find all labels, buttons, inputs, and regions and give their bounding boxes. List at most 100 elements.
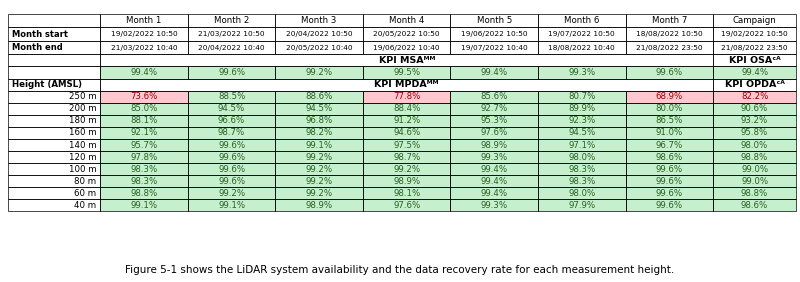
Bar: [450, 187, 538, 199]
Text: 19/06/2022 10:50: 19/06/2022 10:50: [461, 31, 527, 37]
Text: 94.5%: 94.5%: [306, 104, 333, 113]
Text: 80 m: 80 m: [74, 177, 97, 186]
Bar: [8, 66, 100, 79]
Bar: [188, 199, 275, 212]
Bar: [538, 151, 626, 163]
Bar: [713, 41, 796, 54]
Text: 19/07/2022 10:50: 19/07/2022 10:50: [549, 31, 615, 37]
Bar: [188, 175, 275, 187]
Bar: [100, 163, 188, 175]
Text: 99.1%: 99.1%: [306, 140, 333, 149]
Text: KPI MSAᴹᴹ: KPI MSAᴹᴹ: [378, 56, 435, 65]
Bar: [538, 151, 626, 163]
Text: Month 1: Month 1: [126, 16, 162, 25]
Bar: [538, 163, 626, 175]
Bar: [450, 151, 538, 163]
Bar: [275, 41, 363, 54]
Text: 97.6%: 97.6%: [481, 129, 508, 137]
Text: Month 6: Month 6: [564, 16, 599, 25]
Bar: [188, 139, 275, 151]
Bar: [713, 151, 796, 163]
Text: 99.2%: 99.2%: [306, 153, 333, 162]
Bar: [713, 175, 796, 187]
Bar: [275, 127, 363, 139]
Bar: [100, 66, 188, 79]
Text: 98.8%: 98.8%: [741, 189, 768, 198]
Bar: [8, 115, 100, 127]
Bar: [188, 199, 275, 212]
Bar: [626, 127, 713, 139]
Bar: [538, 175, 626, 187]
Bar: [713, 127, 796, 139]
Text: Month 2: Month 2: [214, 16, 250, 25]
Bar: [450, 175, 538, 187]
Bar: [8, 27, 100, 41]
Bar: [626, 103, 713, 115]
Bar: [450, 66, 538, 79]
Bar: [188, 115, 275, 127]
Bar: [188, 175, 275, 187]
Bar: [188, 139, 275, 151]
Text: 93.2%: 93.2%: [741, 116, 768, 125]
Bar: [275, 27, 363, 41]
Bar: [8, 187, 100, 199]
Text: 98.9%: 98.9%: [393, 177, 420, 186]
Bar: [188, 14, 275, 27]
Text: 99.4%: 99.4%: [481, 177, 508, 186]
Text: 99.2%: 99.2%: [306, 68, 333, 77]
Bar: [363, 151, 450, 163]
Text: 99.6%: 99.6%: [218, 177, 245, 186]
Text: 99.2%: 99.2%: [306, 165, 333, 174]
Bar: [100, 115, 188, 127]
Bar: [713, 187, 796, 199]
Bar: [363, 14, 450, 27]
Bar: [713, 103, 796, 115]
Text: 18/08/2022 10:40: 18/08/2022 10:40: [549, 45, 615, 50]
Bar: [450, 91, 538, 103]
Text: 20/05/2022 10:50: 20/05/2022 10:50: [374, 31, 440, 37]
Bar: [188, 187, 275, 199]
Text: 99.2%: 99.2%: [218, 189, 245, 198]
Bar: [188, 163, 275, 175]
Bar: [538, 139, 626, 151]
Bar: [100, 91, 188, 103]
Text: KPI OPDAᶜᴬ: KPI OPDAᶜᴬ: [725, 80, 785, 89]
Bar: [100, 91, 188, 103]
Text: 160 m: 160 m: [69, 129, 97, 137]
Bar: [8, 163, 100, 175]
Bar: [275, 187, 363, 199]
Text: 40 m: 40 m: [74, 201, 97, 210]
Bar: [538, 199, 626, 212]
Bar: [275, 139, 363, 151]
Bar: [363, 187, 450, 199]
Bar: [275, 127, 363, 139]
Bar: [713, 54, 796, 66]
Text: 92.1%: 92.1%: [130, 129, 158, 137]
Bar: [8, 14, 100, 27]
Text: 80.7%: 80.7%: [568, 92, 595, 101]
Text: 98.2%: 98.2%: [306, 129, 333, 137]
Bar: [626, 115, 713, 127]
Bar: [450, 91, 538, 103]
Bar: [713, 14, 796, 27]
Bar: [713, 187, 796, 199]
Bar: [538, 41, 626, 54]
Text: Month 3: Month 3: [302, 16, 337, 25]
Bar: [450, 66, 538, 79]
Bar: [8, 103, 100, 115]
Text: 99.6%: 99.6%: [656, 68, 683, 77]
Bar: [538, 91, 626, 103]
Text: 99.1%: 99.1%: [130, 201, 158, 210]
Bar: [626, 175, 713, 187]
Bar: [8, 151, 100, 163]
Bar: [188, 151, 275, 163]
Bar: [188, 187, 275, 199]
Text: 98.0%: 98.0%: [568, 153, 595, 162]
Bar: [188, 103, 275, 115]
Text: 95.7%: 95.7%: [130, 140, 158, 149]
Text: 99.6%: 99.6%: [218, 153, 245, 162]
Bar: [626, 41, 713, 54]
Bar: [450, 163, 538, 175]
Bar: [188, 27, 275, 41]
Bar: [713, 175, 796, 187]
